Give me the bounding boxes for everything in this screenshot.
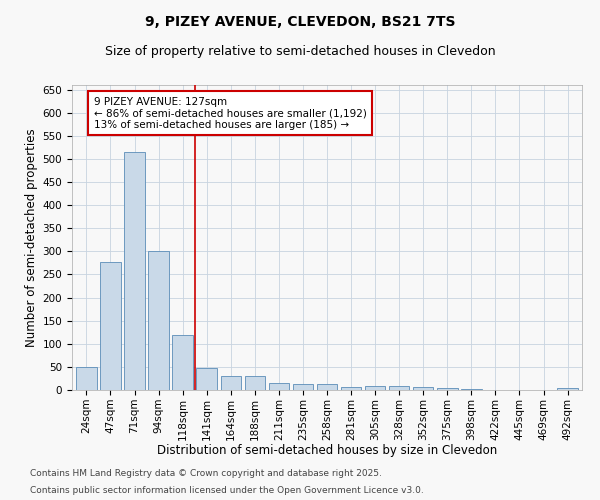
- Bar: [365, 386, 385, 390]
- Bar: [317, 384, 337, 390]
- Bar: [148, 252, 169, 390]
- Bar: [245, 376, 265, 390]
- X-axis label: Distribution of semi-detached houses by size in Clevedon: Distribution of semi-detached houses by …: [157, 444, 497, 457]
- Bar: [389, 386, 409, 390]
- Bar: [557, 388, 578, 390]
- Y-axis label: Number of semi-detached properties: Number of semi-detached properties: [25, 128, 38, 347]
- Bar: [461, 388, 482, 390]
- Bar: [341, 387, 361, 390]
- Bar: [269, 383, 289, 390]
- Bar: [221, 376, 241, 390]
- Text: Size of property relative to semi-detached houses in Clevedon: Size of property relative to semi-detach…: [104, 45, 496, 58]
- Bar: [124, 152, 145, 390]
- Bar: [100, 262, 121, 390]
- Bar: [76, 367, 97, 390]
- Bar: [172, 336, 193, 390]
- Text: Contains HM Land Registry data © Crown copyright and database right 2025.: Contains HM Land Registry data © Crown c…: [30, 468, 382, 477]
- Bar: [293, 384, 313, 390]
- Text: 9 PIZEY AVENUE: 127sqm
← 86% of semi-detached houses are smaller (1,192)
13% of : 9 PIZEY AVENUE: 127sqm ← 86% of semi-det…: [94, 96, 367, 130]
- Text: Contains public sector information licensed under the Open Government Licence v3: Contains public sector information licen…: [30, 486, 424, 495]
- Text: 9, PIZEY AVENUE, CLEVEDON, BS21 7TS: 9, PIZEY AVENUE, CLEVEDON, BS21 7TS: [145, 15, 455, 29]
- Bar: [196, 368, 217, 390]
- Bar: [437, 388, 458, 390]
- Bar: [413, 387, 433, 390]
